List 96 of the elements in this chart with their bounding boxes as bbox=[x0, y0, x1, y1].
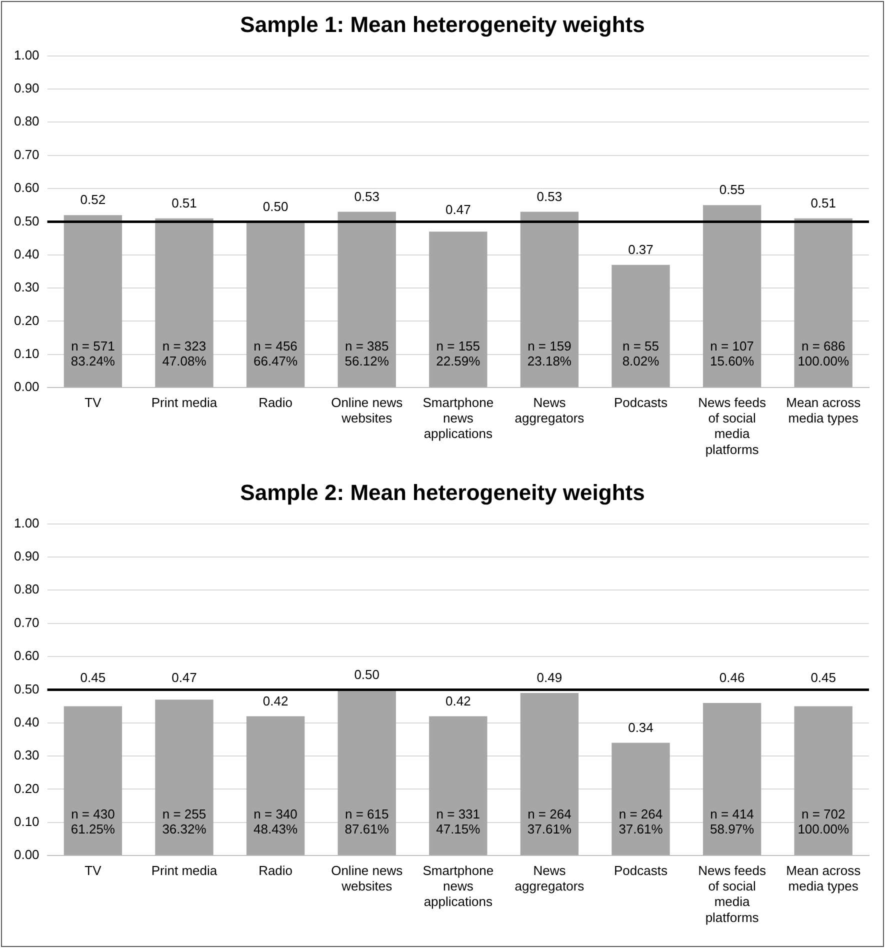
bar bbox=[429, 232, 488, 388]
y-tick-label: 0.50 bbox=[14, 681, 40, 696]
bar bbox=[612, 742, 670, 856]
annotation: n = 686 100.00% bbox=[798, 338, 850, 368]
y-tick-label: 0.20 bbox=[14, 312, 40, 328]
y-tick-label: 0.70 bbox=[14, 614, 40, 630]
annotation: n = 255 36.32% bbox=[162, 806, 207, 836]
annotation: n = 456 66.47% bbox=[254, 338, 298, 368]
y-tick-label: 1.00 bbox=[14, 47, 40, 62]
data-label: 0.53 bbox=[354, 188, 380, 204]
bar bbox=[520, 693, 579, 856]
annotation: n = 159 23.18% bbox=[527, 338, 572, 368]
y-tick-label: 0.00 bbox=[14, 379, 40, 394]
bar bbox=[794, 218, 852, 388]
data-label: 0.50 bbox=[354, 666, 380, 682]
x-tick-label: Podcasts bbox=[614, 862, 668, 878]
data-label: 0.47 bbox=[445, 202, 471, 217]
x-tick-label: Mean across media types bbox=[786, 862, 862, 894]
x-tick-label: Mean across media types bbox=[786, 394, 862, 426]
data-label: 0.51 bbox=[810, 195, 836, 210]
annotation: n = 155 22.59% bbox=[436, 338, 481, 368]
bar bbox=[155, 218, 214, 388]
y-tick-label: 1.00 bbox=[14, 515, 40, 530]
annotation: n = 571 83.24% bbox=[70, 338, 116, 368]
chart-title: Sample 2: Mean heterogeneity weights bbox=[239, 479, 646, 507]
bar bbox=[612, 264, 670, 388]
data-label: 0.42 bbox=[445, 693, 471, 708]
data-label: 0.51 bbox=[172, 195, 197, 210]
data-label: 0.49 bbox=[536, 670, 562, 686]
annotation: n = 107 15.60% bbox=[710, 338, 755, 368]
data-label: 0.53 bbox=[536, 188, 562, 204]
y-tick-label: 0.30 bbox=[14, 748, 40, 763]
annotation: n = 414 58.97% bbox=[710, 806, 755, 836]
annotation: n = 385 56.12% bbox=[344, 338, 390, 368]
bar bbox=[246, 222, 305, 388]
data-label: 0.52 bbox=[80, 192, 106, 208]
x-tick-label: Radio bbox=[258, 394, 293, 410]
bar bbox=[246, 716, 305, 856]
y-tick-label: 0.70 bbox=[14, 146, 40, 162]
bar bbox=[64, 706, 122, 856]
x-tick-label: News aggregators bbox=[514, 862, 585, 894]
data-label: 0.45 bbox=[80, 670, 106, 685]
y-tick-label: 0.30 bbox=[14, 280, 40, 295]
y-tick-label: 0.40 bbox=[14, 714, 40, 730]
y-tick-label: 0.60 bbox=[14, 180, 40, 196]
y-tick-label: 0.00 bbox=[14, 847, 40, 862]
x-tick-label: Online news websites bbox=[331, 862, 404, 894]
data-label: 0.37 bbox=[628, 242, 654, 257]
x-tick-label: Online news websites bbox=[331, 394, 404, 426]
annotation: n = 430 61.25% bbox=[70, 806, 116, 836]
bar bbox=[338, 212, 396, 388]
annotation: n = 264 37.61% bbox=[527, 806, 572, 836]
data-label: 0.55 bbox=[719, 182, 745, 198]
x-tick-label: News feeds of social media platforms bbox=[698, 394, 767, 457]
bar bbox=[702, 702, 762, 856]
data-label: 0.34 bbox=[628, 720, 654, 735]
data-label: 0.46 bbox=[719, 670, 745, 685]
x-tick-label: Smartphone news applications bbox=[422, 862, 494, 910]
y-tick-label: 0.60 bbox=[14, 648, 40, 664]
y-tick-label: 0.50 bbox=[14, 213, 40, 228]
bar bbox=[64, 215, 122, 388]
annotation: n = 340 48.43% bbox=[254, 806, 298, 836]
x-tick-label: Print media bbox=[151, 394, 218, 410]
data-label: 0.42 bbox=[262, 693, 288, 708]
y-tick-label: 0.90 bbox=[14, 548, 40, 564]
y-tick-label: 0.80 bbox=[14, 114, 40, 129]
y-tick-label: 0.20 bbox=[14, 780, 40, 796]
bar bbox=[429, 716, 488, 856]
bar bbox=[155, 700, 214, 856]
annotation: n = 55 8.02% bbox=[622, 338, 660, 368]
x-tick-label: Podcasts bbox=[614, 394, 668, 410]
bar bbox=[338, 690, 396, 856]
y-tick-label: 0.90 bbox=[14, 80, 40, 96]
annotation: n = 323 47.08% bbox=[162, 338, 207, 368]
data-label: 0.50 bbox=[262, 198, 288, 214]
x-tick-label: Print media bbox=[151, 862, 218, 878]
annotation: n = 264 37.61% bbox=[618, 806, 664, 836]
y-tick-label: 0.10 bbox=[14, 814, 40, 829]
bar bbox=[702, 205, 762, 388]
annotation: n = 615 87.61% bbox=[344, 806, 390, 836]
y-tick-label: 0.80 bbox=[14, 582, 40, 597]
annotation: n = 702 100.00% bbox=[798, 806, 850, 836]
data-label: 0.45 bbox=[810, 670, 836, 685]
x-tick-label: News feeds of social media platforms bbox=[698, 862, 767, 925]
data-label: 0.47 bbox=[172, 670, 197, 685]
x-tick-label: Smartphone news applications bbox=[422, 394, 494, 442]
x-tick-label: News aggregators bbox=[514, 394, 585, 426]
bar bbox=[794, 706, 852, 856]
x-tick-label: TV bbox=[84, 862, 102, 878]
y-tick-label: 0.40 bbox=[14, 246, 40, 262]
bar bbox=[520, 212, 579, 388]
annotation: n = 331 47.15% bbox=[436, 806, 481, 836]
x-tick-label: Radio bbox=[258, 862, 293, 878]
y-tick-label: 0.10 bbox=[14, 346, 40, 361]
x-tick-label: TV bbox=[84, 394, 102, 410]
chart-title: Sample 1: Mean heterogeneity weights bbox=[239, 11, 646, 39]
